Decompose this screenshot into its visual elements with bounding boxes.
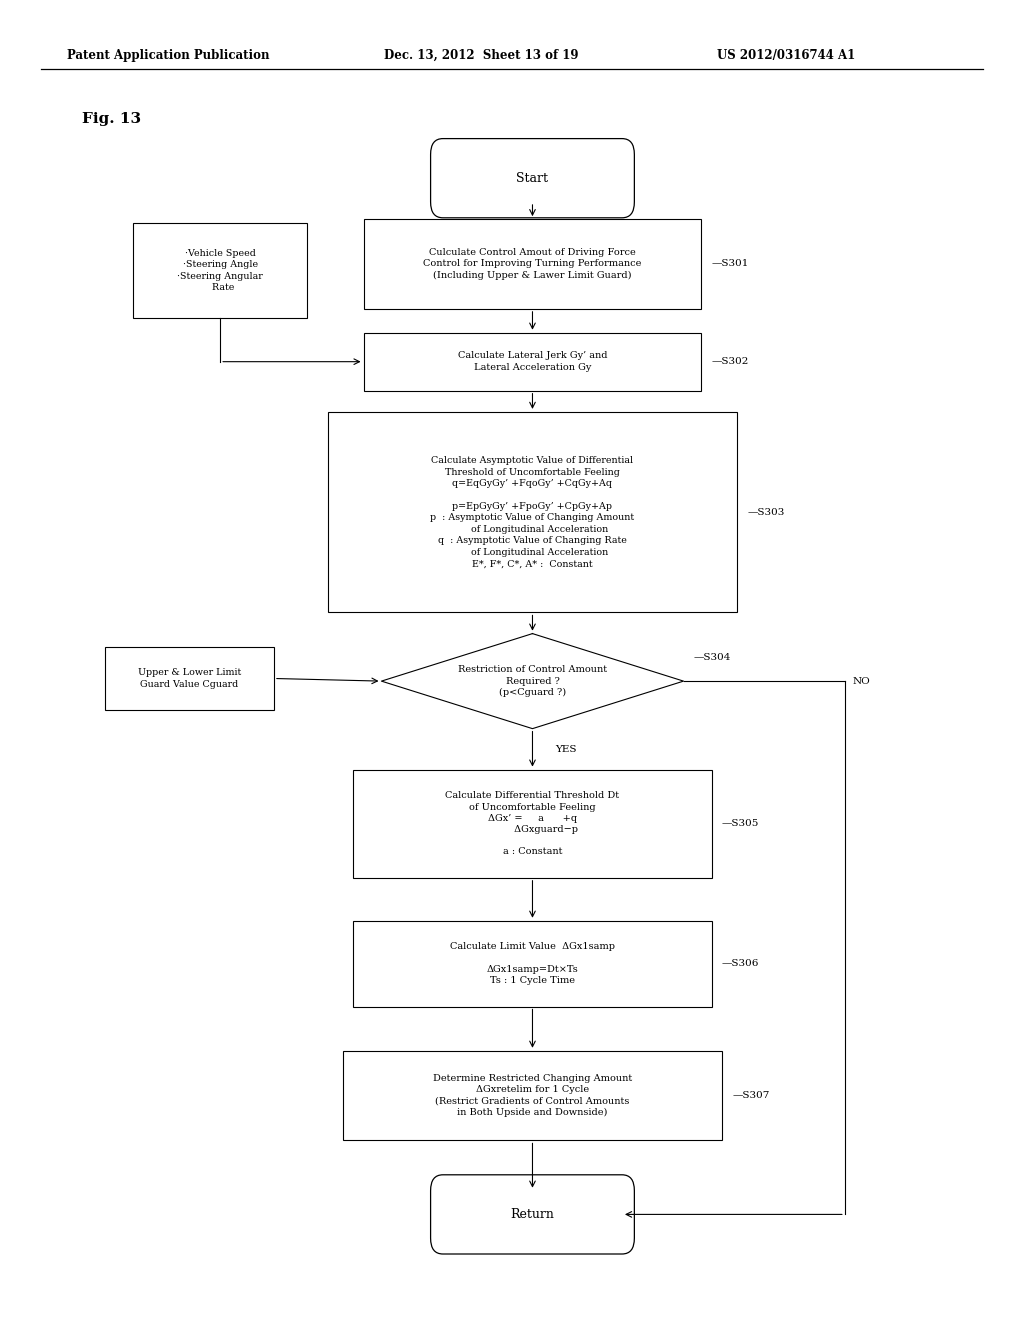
FancyBboxPatch shape <box>430 139 634 218</box>
Polygon shape <box>382 634 684 729</box>
Text: Upper & Lower Limit
Guard Value Cguard: Upper & Lower Limit Guard Value Cguard <box>138 668 241 689</box>
Text: YES: YES <box>555 746 577 754</box>
Text: Calculate Limit Value  ΔGx1samp

ΔGx1samp=Dt×Ts
Ts : 1 Cycle Time: Calculate Limit Value ΔGx1samp ΔGx1samp=… <box>450 942 615 985</box>
Text: Culculate Control Amout of Driving Force
Control for Improving Turning Performan: Culculate Control Amout of Driving Force… <box>423 248 642 280</box>
Text: —S302: —S302 <box>712 358 749 366</box>
FancyBboxPatch shape <box>353 770 712 878</box>
Text: —S304: —S304 <box>694 653 731 661</box>
FancyBboxPatch shape <box>353 921 712 1006</box>
Text: ·Vehicle Speed
·Steering Angle
·Steering Angular
  Rate: ·Vehicle Speed ·Steering Angle ·Steering… <box>177 249 263 292</box>
Text: Calculate Differential Threshold Dt
of Uncomfortable Feeling
ΔGx’ =     a      +: Calculate Differential Threshold Dt of U… <box>445 792 620 855</box>
Text: Fig. 13: Fig. 13 <box>82 112 141 125</box>
Text: —S301: —S301 <box>712 260 749 268</box>
Text: —S306: —S306 <box>722 960 759 968</box>
FancyBboxPatch shape <box>328 412 737 612</box>
Text: —S305: —S305 <box>722 820 759 828</box>
Text: Start: Start <box>516 172 549 185</box>
Text: US 2012/0316744 A1: US 2012/0316744 A1 <box>717 49 855 62</box>
FancyBboxPatch shape <box>133 223 307 318</box>
Text: —S303: —S303 <box>748 508 784 516</box>
Text: —S307: —S307 <box>732 1092 769 1100</box>
FancyBboxPatch shape <box>104 647 274 710</box>
FancyBboxPatch shape <box>430 1175 634 1254</box>
Text: Dec. 13, 2012  Sheet 13 of 19: Dec. 13, 2012 Sheet 13 of 19 <box>384 49 579 62</box>
Text: Calculate Lateral Jerk Gy’ and
Lateral Acceleration Gy: Calculate Lateral Jerk Gy’ and Lateral A… <box>458 351 607 372</box>
Text: NO: NO <box>853 677 870 685</box>
Text: Restriction of Control Amount
Required ?
(p<Cguard ?): Restriction of Control Amount Required ?… <box>458 665 607 697</box>
FancyBboxPatch shape <box>364 333 701 391</box>
FancyBboxPatch shape <box>343 1051 722 1140</box>
Text: Determine Restricted Changing Amount
ΔGxretelim for 1 Cycle
(Restrict Gradients : Determine Restricted Changing Amount ΔGx… <box>433 1074 632 1117</box>
FancyBboxPatch shape <box>364 219 701 309</box>
Text: Calculate Asymptotic Value of Differential
Threshold of Uncomfortable Feeling
q=: Calculate Asymptotic Value of Differenti… <box>430 457 635 568</box>
Text: Return: Return <box>511 1208 554 1221</box>
Text: Patent Application Publication: Patent Application Publication <box>67 49 269 62</box>
